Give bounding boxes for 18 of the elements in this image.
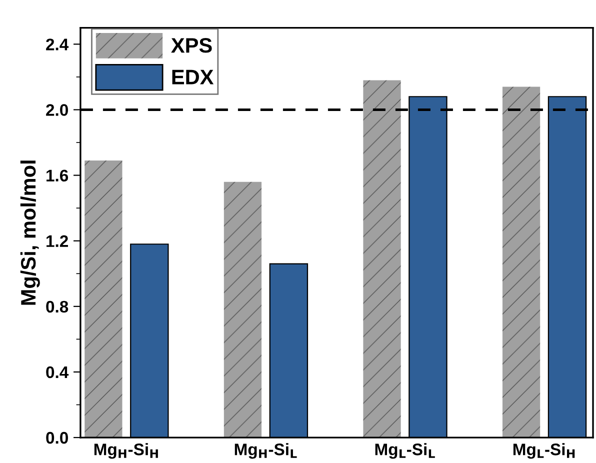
y-tick-label: 1.2: [46, 235, 68, 247]
x-tick-label: Mg$_{H}$-Si$_{L}$: [234, 443, 297, 459]
legend-label: EDX: [172, 70, 214, 84]
legend-label: XPS: [171, 38, 212, 53]
x-tick-label: Mg$_{H}$-Si$_{H}$: [94, 443, 158, 459]
y-tick-label: 0.4: [46, 366, 69, 378]
y-tick-label: 0.0: [46, 432, 68, 444]
y-tick-label: 2.0: [46, 104, 68, 116]
y-axis-title: Mg/Si, mol/mol: [20, 160, 40, 305]
x-tick-label: Mg$_{L}$-Si$_{H}$: [513, 443, 575, 459]
bar: [502, 86, 540, 438]
x-tick-label: Mg$_{L}$-Si$_{L}$: [375, 443, 435, 459]
bar: [84, 160, 122, 438]
y-tick-label: 0.8: [46, 300, 68, 313]
bar: [363, 80, 401, 438]
y-tick-label: 1.6: [46, 170, 68, 182]
y-tick-label: 2.4: [46, 38, 69, 50]
bar: [224, 182, 262, 438]
